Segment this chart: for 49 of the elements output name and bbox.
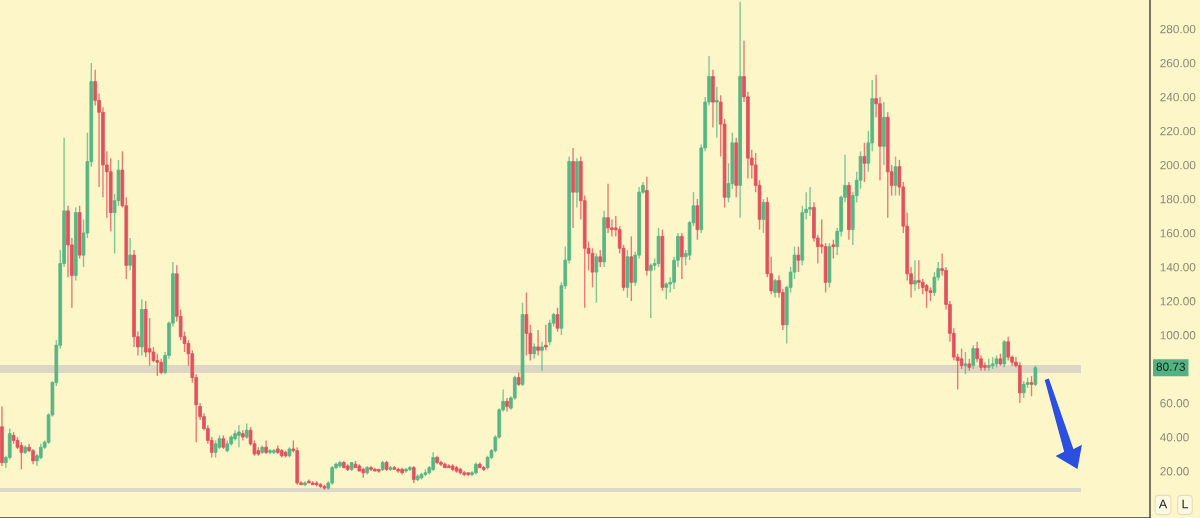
candlestick [594,252,599,304]
candlestick [1002,339,1007,369]
candlestick [128,237,132,272]
y-tick-label: 220.00 [1160,126,1196,136]
candlestick [917,259,921,290]
candlestick [773,278,777,299]
y-tick-label: 20.00 [1160,467,1189,476]
y-tick-label: 260.00 [1160,58,1196,68]
text: 80.73 [1156,362,1186,371]
y-tick-label: 60.00 [1160,399,1189,408]
candlestick [237,424,241,448]
y-tick-label: 240.00 [1160,92,1196,102]
y-tick-label: 160.00 [1160,229,1196,238]
candlestick [714,86,719,139]
y-tick-label: 100.00 [1160,331,1196,340]
y-tick-label: 180.00 [1160,195,1196,204]
text: A [1158,499,1168,509]
candlestick [932,271,937,297]
candlestick [555,307,560,333]
y-tick-label: 40.00 [1159,433,1189,442]
candlestick [924,283,929,309]
candlestick [893,155,898,197]
y-tick-label: 280.00 [1160,24,1196,34]
text: L [1182,499,1189,509]
candlestick [1033,364,1038,387]
candlestick [808,186,812,217]
candlestick [963,351,968,375]
candlestick [524,291,529,357]
candlestick [796,245,801,273]
candlestick [959,347,964,370]
candlestick [544,324,548,352]
candlestick [540,341,544,372]
candlestick [1006,336,1011,362]
candlestick [695,198,700,241]
candlestick [648,262,653,319]
candlestick [761,198,766,234]
candlestick [606,182,610,234]
candlestick [913,259,917,292]
candlestick [330,465,334,486]
candlestick [536,329,540,357]
y-tick-label: 120.00 [1160,297,1196,306]
candlestick [862,142,867,183]
candlestick [1029,375,1034,397]
y-tick-label: 140.00 [1160,263,1196,272]
candlestick [971,344,976,370]
candlestick [831,239,836,260]
candlestick [983,361,987,372]
y-tick-label: 200.00 [1160,160,1196,170]
candlestick [680,232,684,280]
